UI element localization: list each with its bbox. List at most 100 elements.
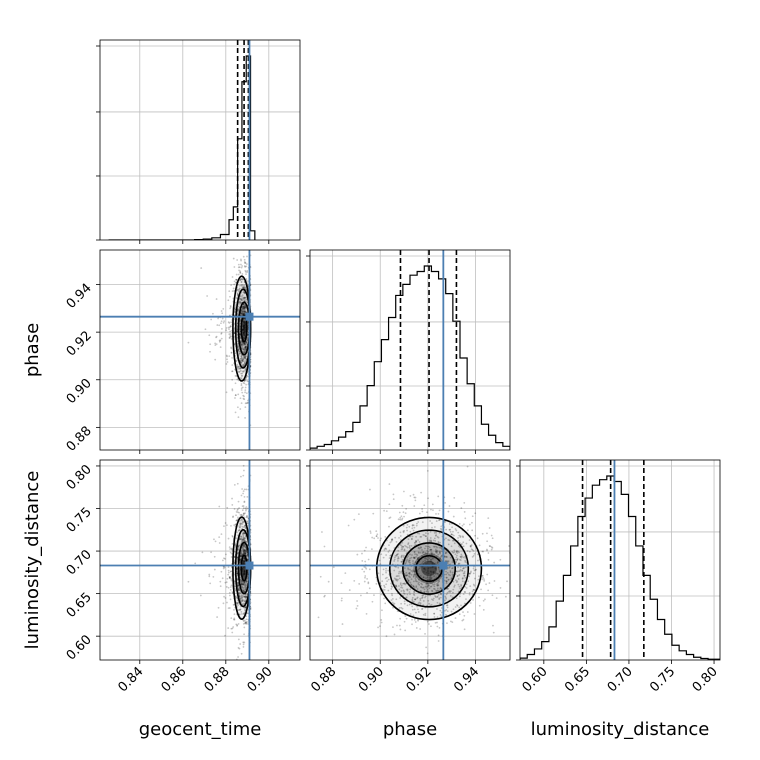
sample-point (435, 555, 438, 558)
sample-point (236, 344, 239, 347)
sample-point (400, 555, 403, 558)
histogram-phase (310, 250, 510, 450)
sample-point (238, 328, 241, 331)
sample-point (459, 570, 461, 572)
sample-point (239, 279, 242, 282)
sample-point (436, 595, 439, 598)
sample-point (237, 393, 240, 396)
sample-point (493, 561, 496, 564)
sample-point (471, 555, 474, 558)
sample-point (430, 551, 433, 554)
sample-point (242, 566, 245, 568)
sample-point (467, 580, 470, 583)
sample-point (236, 343, 239, 346)
sample-point (242, 328, 244, 331)
sample-point (236, 568, 239, 571)
sample-point (389, 554, 392, 557)
sample-point (470, 544, 473, 546)
sample-point (241, 583, 244, 585)
sample-point (437, 584, 440, 587)
sample-point (488, 582, 491, 584)
sample-point (469, 585, 472, 588)
sample-point (415, 541, 418, 543)
sample-point (317, 616, 320, 619)
sample-point (413, 496, 416, 499)
sample-point (244, 355, 247, 357)
sample-point (228, 337, 231, 340)
sample-point (243, 524, 246, 527)
sample-point (461, 543, 463, 545)
sample-point (474, 512, 477, 515)
sample-point (387, 551, 390, 553)
sample-point (240, 361, 243, 364)
sample-point (458, 613, 461, 616)
sample-point (426, 540, 429, 543)
x-tick-label: 0.75 (647, 664, 678, 695)
sample-point (488, 545, 491, 547)
sample-point (440, 607, 443, 609)
sample-point (449, 574, 452, 577)
sample-point (245, 606, 247, 609)
sample-point (380, 619, 383, 621)
sample-point (209, 582, 212, 585)
sample-point (242, 565, 245, 568)
sample-point (396, 624, 398, 627)
sample-point (466, 550, 469, 552)
sample-point (409, 495, 412, 497)
sample-point (242, 514, 244, 517)
sample-point (240, 537, 243, 540)
sample-point (243, 561, 246, 563)
sample-point (241, 297, 244, 300)
sample-point (224, 557, 226, 560)
sample-point (364, 566, 367, 569)
sample-point (244, 327, 246, 330)
sample-point (243, 287, 246, 289)
sample-point (400, 556, 403, 559)
sample-point (413, 542, 416, 544)
sample-point (451, 571, 454, 574)
sample-point (427, 550, 430, 553)
sample-point (398, 585, 400, 587)
sample-point (424, 568, 427, 571)
sample-point (239, 572, 242, 575)
sample-point (237, 586, 239, 588)
sample-point (461, 577, 464, 580)
sample-point (212, 576, 215, 578)
sample-point (242, 333, 245, 336)
sample-point (244, 304, 247, 307)
sample-point (237, 345, 239, 348)
sample-point (240, 553, 243, 556)
sample-point (240, 583, 243, 585)
sample-point (375, 535, 378, 538)
contour-line (375, 516, 483, 621)
sample-point (366, 591, 368, 594)
sample-point (229, 570, 232, 573)
sample-point (466, 529, 469, 532)
sample-point (236, 364, 239, 366)
sample-point (235, 601, 238, 604)
sample-point (244, 347, 246, 350)
sample-point (412, 614, 415, 617)
sample-point (236, 482, 239, 485)
sample-point (244, 330, 247, 333)
sample-point (242, 549, 245, 552)
sample-point (323, 595, 326, 598)
density-level (402, 542, 456, 595)
sample-point (401, 504, 404, 507)
sample-point (451, 526, 454, 529)
sample-point (242, 307, 245, 310)
sample-point (243, 633, 245, 636)
sample-point (473, 613, 476, 615)
sample-point (422, 560, 425, 563)
sample-point (246, 514, 248, 517)
sample-point (483, 578, 485, 581)
sample-point (499, 587, 502, 589)
x-axis-label-phase: phase (383, 719, 437, 740)
sample-point (450, 590, 452, 593)
sample-point (400, 515, 403, 518)
sample-point (243, 548, 246, 551)
sample-point (390, 588, 393, 590)
sample-point (241, 344, 243, 347)
sample-point (451, 621, 454, 624)
sample-point (243, 572, 246, 575)
